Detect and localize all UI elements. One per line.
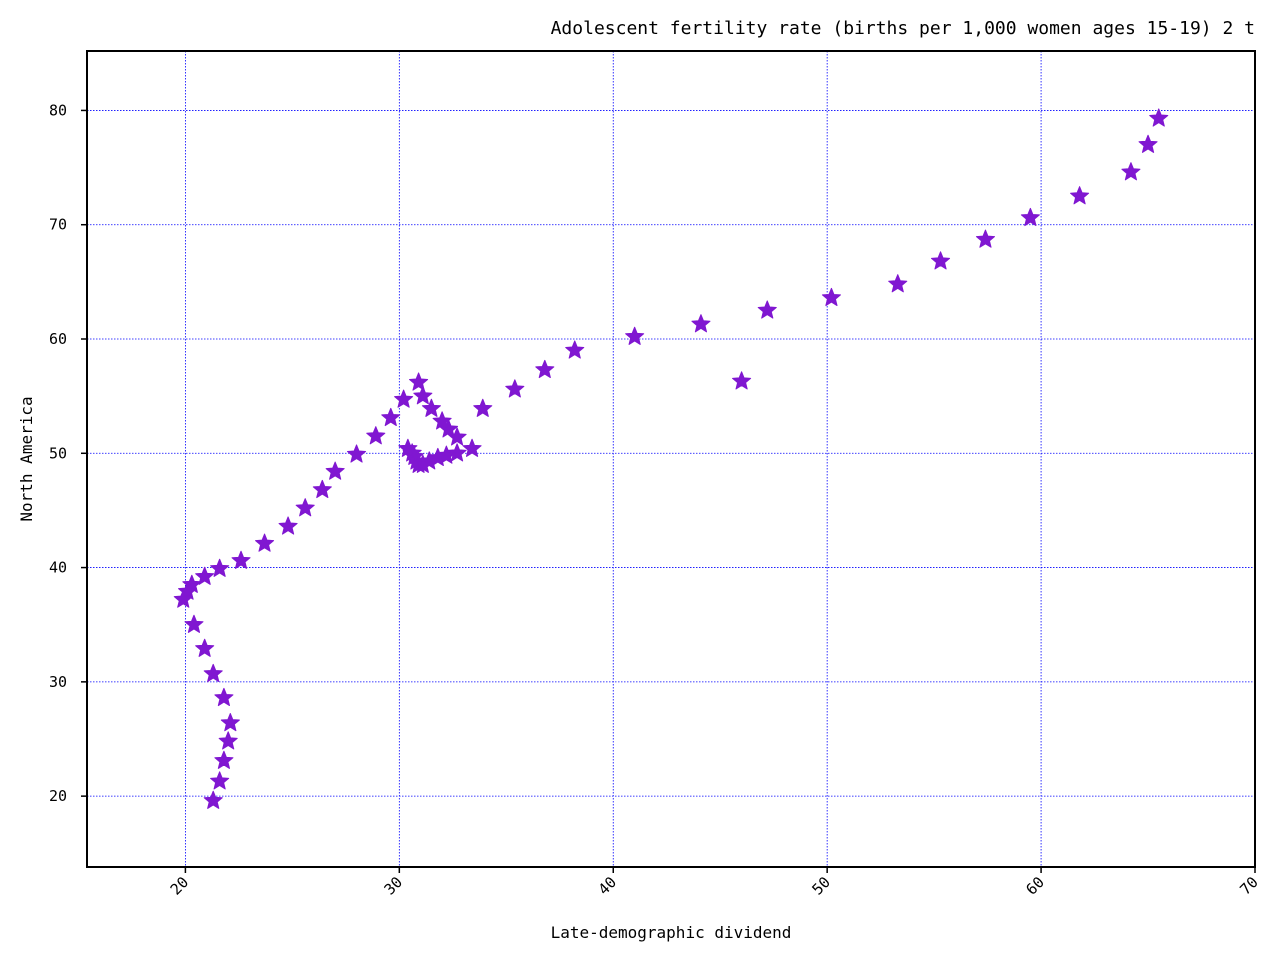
plot-frame [86,50,1256,868]
data-point-star [413,386,433,405]
data-point-star [732,371,752,390]
y-axis-label: North America [17,396,36,521]
data-point-star [195,638,215,657]
y-tick-label: 30 [49,673,67,691]
data-point-star [535,359,555,379]
y-tick-label: 20 [49,787,67,805]
data-point-star [821,287,841,307]
data-point-star [195,566,215,585]
data-point-star [1138,134,1158,153]
data-point-star [210,558,230,577]
data-point-star [381,407,401,427]
data-point-star [625,326,645,345]
y-tick-label: 70 [49,216,67,234]
chart-title: Adolescent fertility rate (births per 1,… [551,18,1255,39]
x-tick-label: 40 [595,873,621,899]
x-tick-label: 50 [808,873,834,899]
data-point-star [220,713,240,732]
x-axis-ticks: 20 30 40 50 60 70 [167,867,1262,899]
y-tick-label: 50 [49,444,67,462]
x-tick-label: 20 [167,873,193,899]
grid-lines [87,51,1255,867]
data-point-star [173,589,193,608]
y-tick-label: 40 [49,559,67,577]
data-point-star [203,663,223,683]
data-point-star [366,426,386,445]
data-point-star [421,398,441,417]
data-point-star [1020,207,1040,227]
data-point-star [565,340,585,359]
data-point-star [394,389,414,408]
data-point-star [398,438,418,457]
data-point-star [184,614,204,633]
data-point-star [178,581,198,600]
data-point-star [931,251,951,270]
y-tick-label: 80 [49,101,67,119]
data-point-star [432,411,452,430]
data-point-star [325,461,345,480]
y-tick-label: 60 [49,330,67,348]
data-point-star [975,229,995,248]
data-point-star [347,444,367,463]
data-points [173,108,1169,809]
x-tick-label: 60 [1022,873,1048,899]
data-point-star [210,771,230,790]
data-point-star [1070,186,1090,205]
data-point-star [214,687,234,707]
data-point-star [312,479,332,499]
data-point-star [447,443,467,462]
data-point-star [409,372,429,391]
data-point-star [757,300,777,319]
data-point-star [231,550,251,569]
y-axis-ticks: 20 30 40 50 60 70 80 [49,101,87,805]
data-point-star [505,379,525,398]
data-point-star [295,498,315,517]
data-point-star [203,790,223,809]
data-point-star [278,516,298,535]
data-point-star [888,274,908,293]
data-point-star [214,750,234,769]
data-point-star [255,533,275,552]
data-point-star [691,314,711,333]
data-point-star [1149,108,1169,127]
data-point-star [1121,162,1141,181]
x-axis-label: Late-demographic dividend [551,923,792,942]
x-tick-label: 70 [1236,873,1262,899]
data-point-star [473,398,493,417]
data-point-star [218,731,238,750]
x-tick-label: 30 [381,873,407,899]
data-point-star [462,438,482,457]
